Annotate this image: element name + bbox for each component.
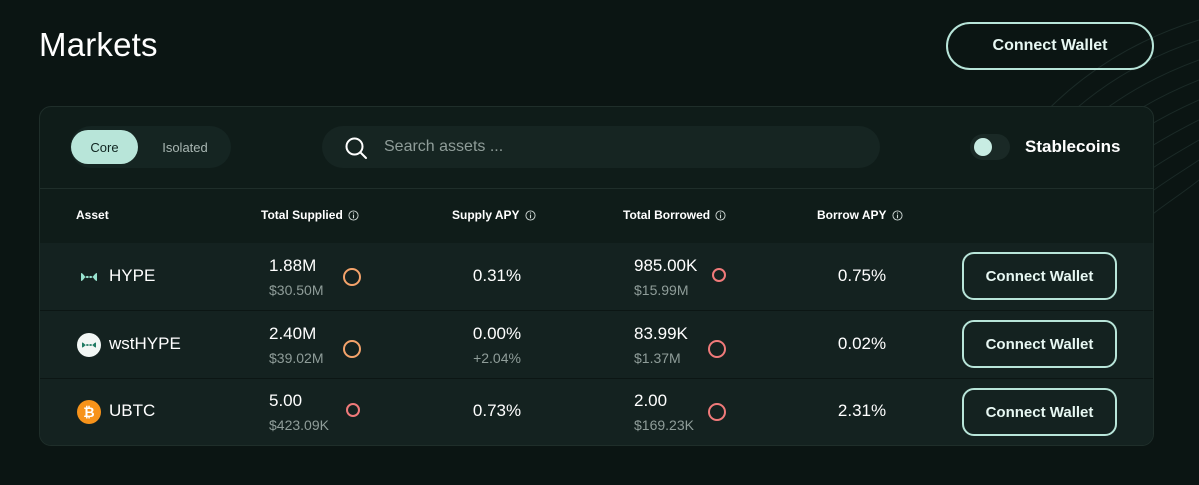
search-icon	[345, 137, 367, 159]
market-tabs: Core Isolated	[70, 126, 231, 168]
markets-panel: Core Isolated Stablecoins Asset Total Su…	[39, 106, 1154, 446]
table-row[interactable]: ₿ UBTC 5.00 $423.09K 0.73% 2.00 $169.23K…	[40, 379, 1153, 445]
table-row[interactable]: wstHYPE 2.40M $39.02M 0.00% +2.04% 83.99…	[40, 311, 1153, 378]
total-supplied-value: 1.88M	[269, 256, 317, 275]
svg-text:₿: ₿	[83, 405, 94, 421]
borrow-cap-indicator	[712, 268, 726, 282]
column-header-supply-apy[interactable]: Supply APY	[452, 208, 536, 222]
column-header-asset: Asset	[76, 208, 109, 222]
asset-name: wstHYPE	[109, 334, 181, 353]
toggle-knob	[974, 138, 992, 156]
row-connect-wallet-button[interactable]: Connect Wallet	[962, 388, 1117, 436]
borrow-apy-value: 2.31%	[837, 401, 887, 420]
search-input[interactable]	[384, 134, 854, 160]
column-header-borrow-apy[interactable]: Borrow APY	[817, 208, 903, 222]
hype-icon	[81, 273, 97, 281]
supply-apy-value: 0.31%	[472, 266, 522, 285]
total-supplied-usd: $39.02M	[269, 350, 324, 366]
tab-isolated[interactable]: Isolated	[162, 139, 208, 155]
total-borrowed-value: 83.99K	[634, 324, 688, 343]
total-supplied-usd: $423.09K	[269, 417, 329, 433]
info-icon[interactable]	[525, 209, 536, 221]
column-header-total-borrowed[interactable]: Total Borrowed	[623, 208, 726, 222]
row-connect-wallet-button[interactable]: Connect Wallet	[962, 252, 1117, 300]
borrow-cap-indicator	[708, 340, 726, 358]
asset-name: UBTC	[109, 401, 156, 420]
total-supplied-value: 2.40M	[269, 324, 317, 343]
asset-name: HYPE	[109, 266, 156, 285]
stablecoins-toggle[interactable]	[970, 134, 1010, 160]
tab-core[interactable]: Core	[71, 130, 138, 164]
supply-apy-value: 0.73%	[472, 401, 522, 420]
divider	[40, 188, 1153, 189]
total-borrowed-usd: $169.23K	[634, 417, 694, 433]
total-supplied-usd: $30.50M	[269, 282, 324, 298]
row-connect-wallet-button[interactable]: Connect Wallet	[962, 320, 1117, 368]
supply-cap-indicator	[343, 268, 361, 286]
total-borrowed-usd: $15.99M	[634, 282, 689, 298]
borrow-cap-indicator	[708, 403, 726, 421]
connect-wallet-button[interactable]: Connect Wallet	[946, 22, 1154, 70]
column-header-label: Borrow APY	[817, 208, 887, 222]
info-icon[interactable]	[348, 209, 359, 221]
borrow-apy-value: 0.75%	[837, 266, 887, 285]
total-borrowed-value: 985.00K	[634, 256, 698, 275]
supply-apy-value: 0.00%	[472, 324, 522, 343]
total-borrowed-usd: $1.37M	[634, 350, 681, 366]
info-icon[interactable]	[715, 209, 726, 221]
column-header-label: Total Borrowed	[623, 208, 711, 222]
total-borrowed-value: 2.00	[634, 391, 668, 410]
row-divider	[40, 378, 1153, 379]
search-bar	[322, 126, 880, 168]
wsthype-icon	[77, 333, 101, 357]
column-header-total-supplied[interactable]: Total Supplied	[261, 208, 359, 222]
page-title: Markets	[39, 26, 158, 63]
borrow-apy-value: 0.02%	[837, 334, 887, 353]
column-header-label: Asset	[76, 208, 109, 222]
stablecoins-label: Stablecoins	[1025, 137, 1121, 156]
supply-apy-reward: +2.04%	[473, 350, 521, 366]
column-header-label: Supply APY	[452, 208, 520, 222]
row-divider	[40, 310, 1153, 311]
bitcoin-icon: ₿	[77, 400, 101, 424]
column-header-label: Total Supplied	[261, 208, 343, 222]
supply-cap-indicator	[346, 403, 360, 417]
info-icon[interactable]	[892, 209, 903, 221]
table-row[interactable]: HYPE 1.88M $30.50M 0.31% 985.00K $15.99M…	[40, 243, 1153, 310]
total-supplied-value: 5.00	[269, 391, 303, 410]
supply-cap-indicator	[343, 340, 361, 358]
